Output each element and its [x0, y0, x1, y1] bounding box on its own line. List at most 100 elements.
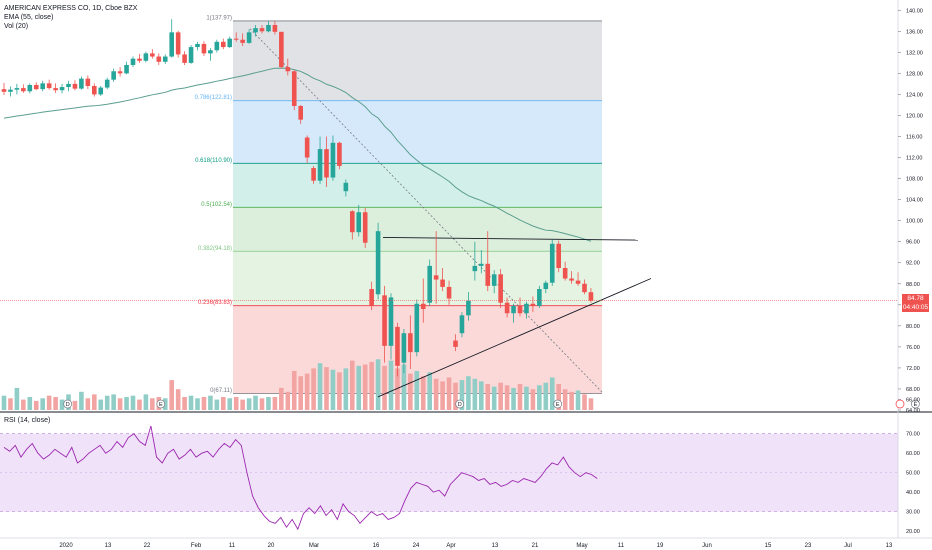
candle-body [343, 182, 349, 192]
volume-bar [59, 399, 65, 410]
volume-bar [382, 365, 387, 410]
volume-bar [8, 398, 13, 410]
volume-bar [408, 373, 413, 410]
candle-body [575, 280, 581, 284]
rsi-tick-label: 60.00 [906, 451, 920, 457]
volume-bar [214, 399, 220, 410]
volume-bar [137, 399, 142, 410]
candle-body [14, 88, 20, 90]
volume-bar [227, 398, 233, 410]
price-tick-label: 72.00 [906, 366, 920, 372]
volume-bar [395, 368, 400, 410]
volume-bar [491, 386, 497, 410]
fib-level-label: 0.786(122.81) [195, 95, 232, 101]
volume-bar [27, 397, 33, 410]
rsi-tick-label: 70.00 [906, 432, 920, 438]
candle-body [582, 283, 587, 293]
volume-bar [401, 364, 407, 410]
volume-bar [117, 398, 123, 410]
volume-bar [240, 399, 245, 410]
volume-bar [33, 400, 39, 410]
price-tick-label: 128.00 [906, 71, 923, 77]
volume-bar [337, 372, 342, 410]
candle-body [569, 278, 574, 281]
candle-body [298, 105, 303, 120]
candle-body [549, 243, 555, 283]
candle-body [395, 326, 400, 366]
volume-bar [324, 367, 329, 410]
volume-bar [575, 390, 581, 410]
volume-bar [79, 391, 84, 410]
price-tick-label: 64.00 [906, 408, 920, 414]
volume-bar [298, 376, 303, 410]
event-marker [63, 399, 73, 409]
candle-body [279, 31, 284, 68]
volume-bar [485, 384, 491, 410]
volume-bar [291, 371, 297, 410]
candle-body [92, 86, 97, 95]
volume-bar [111, 394, 116, 410]
time-tick-label: 23 [805, 543, 812, 549]
volume-bar [285, 391, 291, 410]
volume-bar [304, 373, 310, 410]
volume-bar [233, 397, 239, 410]
countdown-label: 04:40:05 [902, 303, 929, 312]
volume-bar [72, 400, 78, 410]
time-tick-label: 13 [886, 543, 893, 549]
time-tick-label: May [576, 543, 587, 549]
rsi-tick-label: 40.00 [906, 490, 920, 496]
time-tick-label: 11 [229, 543, 236, 549]
fib-zone [233, 100, 602, 164]
candle-body [588, 292, 594, 301]
volume-bar [569, 391, 574, 410]
volume-bar [479, 381, 484, 410]
candle-body [53, 88, 58, 91]
candle-body [195, 43, 200, 48]
volume-bar [208, 395, 213, 410]
price-tick-label: 88.00 [906, 282, 920, 288]
candle-body [21, 88, 26, 92]
price-tick-label: 112.00 [906, 156, 922, 162]
time-tick-label: Apr [446, 543, 455, 549]
candle-body [85, 78, 91, 86]
fib-level-label: 0.5(102.54) [201, 202, 232, 208]
candle-body [479, 263, 484, 266]
rsi-tick-label: 20.00 [906, 529, 920, 535]
event-marker [455, 399, 465, 409]
volume-bar [504, 385, 510, 410]
price-tick-label: 68.00 [906, 387, 920, 393]
candle-body [156, 56, 162, 62]
ema-legend: EMA (55, close) [4, 14, 54, 21]
price-tick-label: 104.00 [906, 198, 923, 204]
candle-body [556, 243, 561, 268]
candle-body [388, 297, 394, 346]
event-marker-label: D [66, 402, 70, 408]
price-tick-label: 116.00 [906, 134, 922, 140]
candle-body [240, 39, 245, 43]
volume-bar [169, 380, 174, 410]
candle-body [511, 305, 516, 314]
candle-body [33, 84, 39, 90]
time-tick-label: 13 [492, 543, 499, 549]
chart-title: AMERICAN EXPRESS CO, 1D, Cboe BZX [4, 5, 138, 12]
volume-bar [98, 399, 104, 410]
volume-bar [40, 398, 45, 410]
volume-bar [446, 377, 452, 410]
candle-body [162, 56, 168, 62]
volume-bar [46, 395, 52, 410]
price-tick-label: 132.00 [906, 50, 923, 56]
fib-level-label: 0(67.11) [210, 388, 232, 394]
candle-body [66, 83, 71, 88]
candle-body [8, 89, 13, 92]
candle-body [543, 282, 549, 290]
candle-body [466, 300, 471, 316]
volume-bar [524, 386, 529, 410]
candle-body [1, 89, 7, 92]
candle-body [440, 279, 445, 287]
last-price-label: 84.78 [902, 294, 929, 303]
candle-body [420, 303, 426, 310]
candle-body [337, 142, 342, 166]
volume-bar [104, 395, 110, 410]
candle-body [233, 38, 239, 40]
